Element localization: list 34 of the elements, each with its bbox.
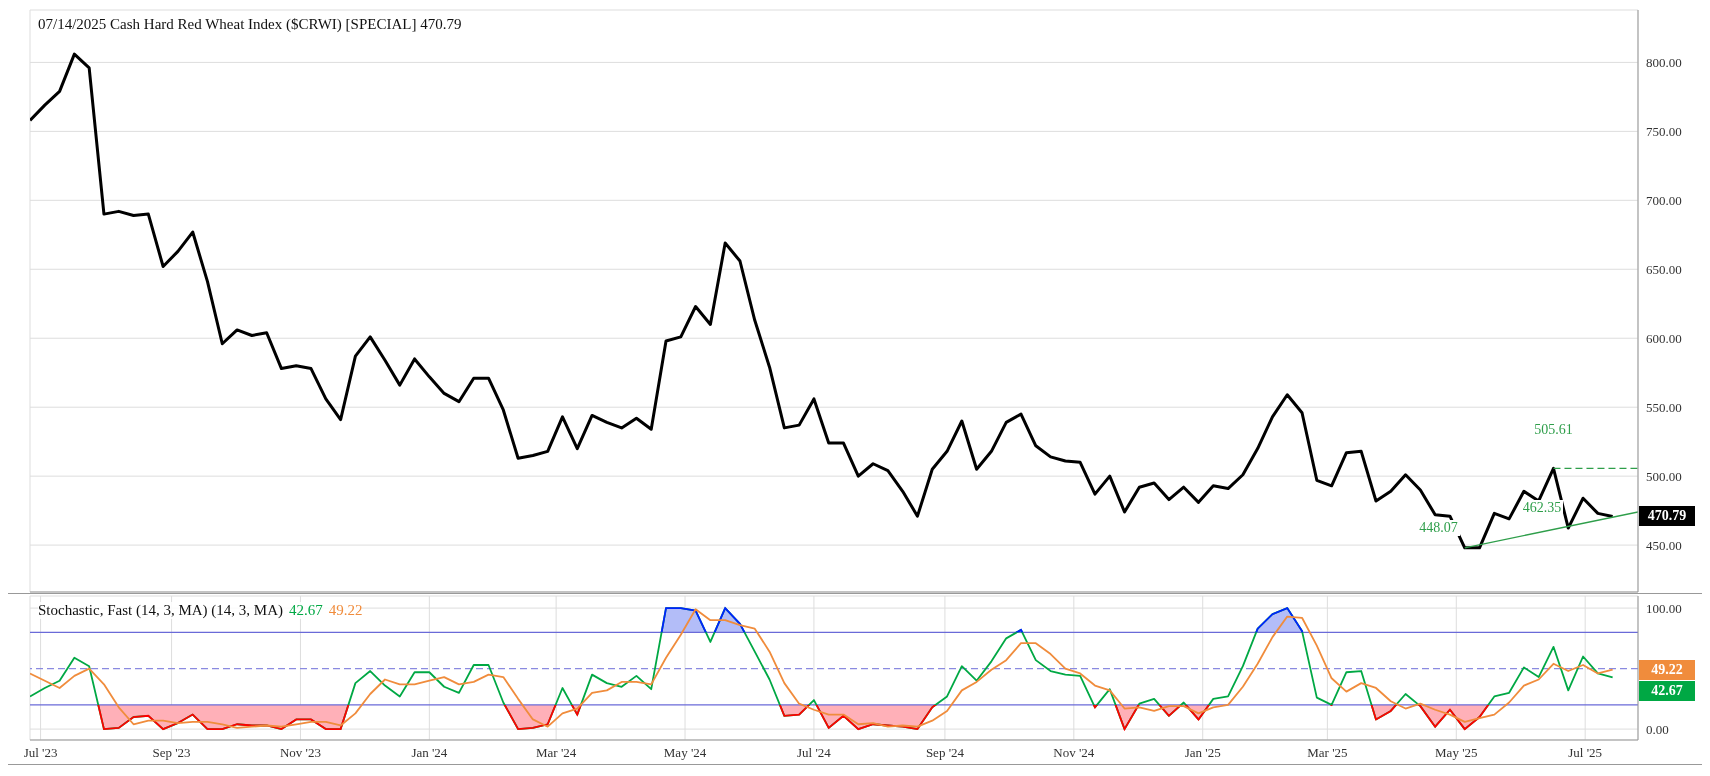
y-tick-label: 650.00	[1646, 261, 1682, 277]
x-tick-label: Sep '24	[925, 745, 965, 761]
x-tick-label: Mar '24	[536, 745, 577, 761]
line-series	[30, 52, 1615, 550]
y-tick-label: 0.00	[1646, 721, 1669, 737]
y-tick-label: 600.00	[1646, 330, 1682, 346]
x-tick-label: May '24	[663, 745, 707, 761]
x-tick-label: Jul '25	[1568, 745, 1603, 761]
x-tick-label: Mar '25	[1307, 745, 1348, 761]
chart-title: Stochastic, Fast (14, 3, MA) (14, 3, MA)	[38, 602, 283, 618]
x-tick-label: May '25	[1435, 745, 1478, 761]
annotation: 42.67	[288, 602, 323, 618]
x-tick-label: Nov '23	[279, 745, 321, 761]
annotation: 462.35	[1520, 500, 1564, 517]
x-tick-label: Nov '24	[1053, 745, 1095, 761]
y-tick-label: 750.00	[1646, 123, 1682, 139]
x-tick-label: Sep '23	[152, 745, 191, 761]
y-tick-label: 100.00	[1646, 600, 1682, 616]
y-tick-label: 450.00	[1646, 537, 1682, 553]
y-tick-label: 700.00	[1646, 192, 1682, 208]
y-tick-label: 550.00	[1646, 399, 1682, 415]
y-tick-label: 800.00	[1646, 55, 1682, 71]
chart-title: 07/14/2025 Cash Hard Red Wheat Index ($CRWI) [SPECIAL] 470.79	[38, 16, 462, 32]
annotation: 505.61	[1533, 422, 1574, 439]
annotation: 49.22	[1639, 659, 1695, 680]
annotation: 448.07	[1417, 519, 1460, 536]
x-tick-label: Jan '24	[411, 745, 448, 761]
y-tick-label: 500.00	[1646, 468, 1682, 484]
annotation: 49.22	[328, 602, 363, 618]
x-tick-label: Jan '25	[1184, 745, 1221, 761]
x-tick-label: Jul '23	[23, 745, 58, 761]
annotation: 470.79	[1639, 506, 1695, 527]
x-tick-label: Jul '24	[797, 745, 832, 761]
annotation: 42.67	[1639, 680, 1695, 701]
